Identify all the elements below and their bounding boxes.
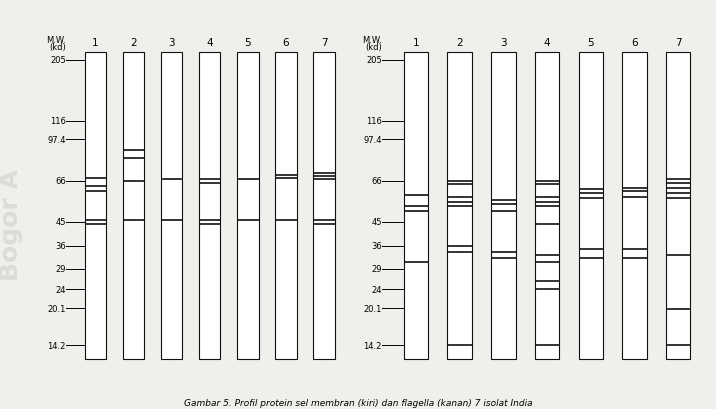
Bar bbox=[199, 53, 221, 359]
Text: 66: 66 bbox=[371, 177, 382, 186]
Text: (kd): (kd) bbox=[365, 43, 382, 52]
Text: 2: 2 bbox=[130, 38, 137, 47]
Text: 14.2: 14.2 bbox=[364, 341, 382, 350]
Text: 14.2: 14.2 bbox=[47, 341, 66, 350]
Bar bbox=[622, 53, 647, 359]
Text: 6: 6 bbox=[632, 38, 638, 47]
Text: 3: 3 bbox=[500, 38, 507, 47]
Text: 5: 5 bbox=[245, 38, 251, 47]
Bar bbox=[404, 53, 428, 359]
Text: 205: 205 bbox=[50, 56, 66, 65]
Text: 66: 66 bbox=[55, 177, 66, 186]
Text: 4: 4 bbox=[206, 38, 213, 47]
Bar bbox=[666, 53, 690, 359]
Text: 4: 4 bbox=[544, 38, 551, 47]
Bar bbox=[491, 53, 516, 359]
Text: M.W.: M.W. bbox=[362, 36, 382, 45]
Bar bbox=[123, 53, 144, 359]
Bar bbox=[161, 53, 183, 359]
Text: 116: 116 bbox=[366, 117, 382, 126]
Text: 1: 1 bbox=[92, 38, 99, 47]
Text: 24: 24 bbox=[55, 285, 66, 294]
Text: 45: 45 bbox=[55, 218, 66, 227]
Text: 7: 7 bbox=[321, 38, 327, 47]
Bar bbox=[276, 53, 296, 359]
Bar bbox=[448, 53, 472, 359]
Text: 7: 7 bbox=[675, 38, 682, 47]
Text: 116: 116 bbox=[50, 117, 66, 126]
Bar bbox=[535, 53, 559, 359]
Text: 29: 29 bbox=[372, 265, 382, 274]
Text: 5: 5 bbox=[588, 38, 594, 47]
Text: Gambar 5. Profil protein sel membran (kiri) dan flagella (kanan) 7 isolat India: Gambar 5. Profil protein sel membran (ki… bbox=[184, 398, 532, 407]
Bar bbox=[579, 53, 603, 359]
Text: 45: 45 bbox=[372, 218, 382, 227]
Bar bbox=[84, 53, 106, 359]
Text: 97.4: 97.4 bbox=[364, 135, 382, 144]
Text: 36: 36 bbox=[55, 242, 66, 251]
Text: 97.4: 97.4 bbox=[47, 135, 66, 144]
Text: M.W.: M.W. bbox=[46, 36, 66, 45]
Text: 205: 205 bbox=[366, 56, 382, 65]
Bar bbox=[237, 53, 258, 359]
Text: 6: 6 bbox=[283, 38, 289, 47]
Text: 2: 2 bbox=[456, 38, 463, 47]
Bar bbox=[314, 53, 335, 359]
Text: 20.1: 20.1 bbox=[364, 304, 382, 313]
Text: 29: 29 bbox=[55, 265, 66, 274]
Text: Bogor A: Bogor A bbox=[0, 169, 23, 281]
Text: (kd): (kd) bbox=[49, 43, 66, 52]
Text: 36: 36 bbox=[371, 242, 382, 251]
Text: 1: 1 bbox=[412, 38, 420, 47]
Text: 20.1: 20.1 bbox=[47, 304, 66, 313]
Text: 24: 24 bbox=[372, 285, 382, 294]
Text: 3: 3 bbox=[168, 38, 175, 47]
